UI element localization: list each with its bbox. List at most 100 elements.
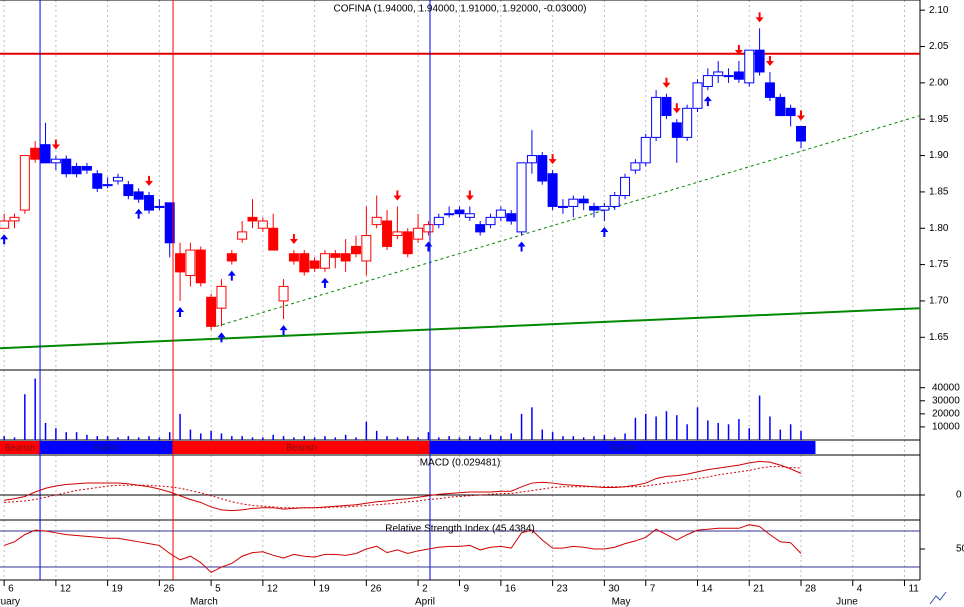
- buy-arrow: [227, 270, 236, 281]
- candle-body: [723, 75, 734, 78]
- x-tick-label: 19: [112, 584, 124, 595]
- buy-arrow: [217, 332, 226, 343]
- month-label: April: [415, 597, 435, 607]
- volume-bar: [717, 423, 719, 440]
- volume-bar: [779, 429, 782, 440]
- candle-body: [754, 49, 765, 73]
- volume-bar: [645, 413, 647, 440]
- x-tick-label: 9: [463, 584, 469, 595]
- buy-arrow: [517, 241, 526, 252]
- candle-body: [123, 184, 134, 197]
- candle-body: [257, 220, 268, 229]
- x-tick-label: 5: [215, 584, 221, 595]
- volume-bar: [686, 424, 688, 440]
- candle-body: [206, 296, 217, 327]
- x-tick-label: 19: [319, 584, 331, 595]
- y-tick-label: 30000: [932, 395, 960, 406]
- volume-bar: [427, 432, 430, 440]
- volume-bar: [334, 437, 337, 440]
- candle-body: [506, 213, 517, 222]
- candle-body: [382, 220, 393, 247]
- x-tick-label: 28: [805, 584, 817, 595]
- volume-bar: [624, 433, 626, 440]
- candle-body: [526, 155, 537, 164]
- buy-arrow: [703, 96, 712, 107]
- buy-arrow: [176, 306, 185, 317]
- x-tick-label: 6: [8, 584, 14, 595]
- candle-body: [671, 122, 682, 138]
- regime-band: [173, 441, 430, 454]
- volume-bar: [127, 436, 130, 440]
- candle-body: [175, 253, 186, 273]
- candle-body: [568, 198, 579, 207]
- y-tick-label: 1.85: [929, 187, 949, 198]
- volume-bar: [696, 407, 699, 440]
- volume-bar: [396, 437, 399, 440]
- volume-bar: [562, 436, 564, 440]
- candle-body: [713, 71, 724, 77]
- volume-bar: [572, 436, 575, 440]
- candle-body: [495, 209, 506, 218]
- rsi-title: Relative Strength Index (45.4384): [385, 524, 535, 535]
- candle-body: [423, 224, 434, 233]
- candle-body: [454, 209, 465, 215]
- volume-bar: [469, 436, 471, 440]
- volume-bar: [727, 424, 730, 440]
- candle-body: [578, 198, 589, 204]
- y-tick-label: 50: [956, 544, 964, 555]
- regime-band: [0, 441, 41, 454]
- y-tick-label: 1.65: [929, 332, 949, 343]
- volume-bar: [272, 434, 274, 440]
- x-tick-label: 23: [557, 584, 569, 595]
- candle-body: [81, 165, 92, 171]
- buy-arrow: [134, 208, 143, 219]
- volume-bar: [489, 434, 492, 440]
- candle-body: [185, 249, 196, 277]
- x-tick-label: 30: [608, 584, 620, 595]
- candle-body: [651, 96, 662, 138]
- sell-arrow: [672, 103, 681, 114]
- candle-body: [547, 173, 558, 207]
- volume-bar: [676, 415, 678, 440]
- candle-body: [133, 191, 144, 200]
- volume-bar: [365, 421, 368, 440]
- candle-body: [50, 158, 61, 164]
- volume-bar: [210, 430, 212, 440]
- candle-body: [485, 216, 496, 226]
- candle-body: [237, 231, 248, 240]
- volume-bar: [769, 416, 771, 440]
- x-tick-label: 26: [163, 584, 175, 595]
- sell-arrow: [662, 77, 671, 88]
- x-tick-label: 26: [370, 584, 382, 595]
- volume-bar: [500, 436, 502, 440]
- regime-label: Bearish: [286, 442, 317, 452]
- volume-bar: [738, 419, 740, 440]
- buy-arrow: [320, 277, 329, 288]
- y-tick-label: 1.90: [929, 150, 949, 161]
- x-tick-label: 14: [702, 584, 714, 595]
- volume-bar: [241, 436, 243, 440]
- candle-body: [589, 205, 600, 211]
- candle-body: [630, 162, 641, 171]
- volume-bar: [86, 434, 88, 440]
- candle-body: [9, 216, 20, 222]
- candle-body: [444, 213, 455, 216]
- candle-body: [557, 205, 568, 208]
- buy-arrow: [600, 226, 609, 237]
- candle-body: [278, 285, 289, 302]
- candle-body: [144, 195, 155, 211]
- indicator-line: [4, 466, 802, 509]
- sell-arrow: [145, 175, 154, 186]
- candle-body: [299, 253, 310, 273]
- candle-body: [40, 144, 51, 164]
- candle-body: [413, 227, 424, 240]
- volume-bar: [582, 437, 585, 440]
- candle-body: [247, 216, 258, 222]
- volume-bar: [551, 432, 554, 440]
- y-tick-label: 1.70: [929, 296, 949, 307]
- volume-bar: [168, 432, 171, 440]
- sell-arrow: [765, 55, 774, 66]
- volume-bar: [13, 437, 16, 440]
- volume-bar: [75, 432, 78, 440]
